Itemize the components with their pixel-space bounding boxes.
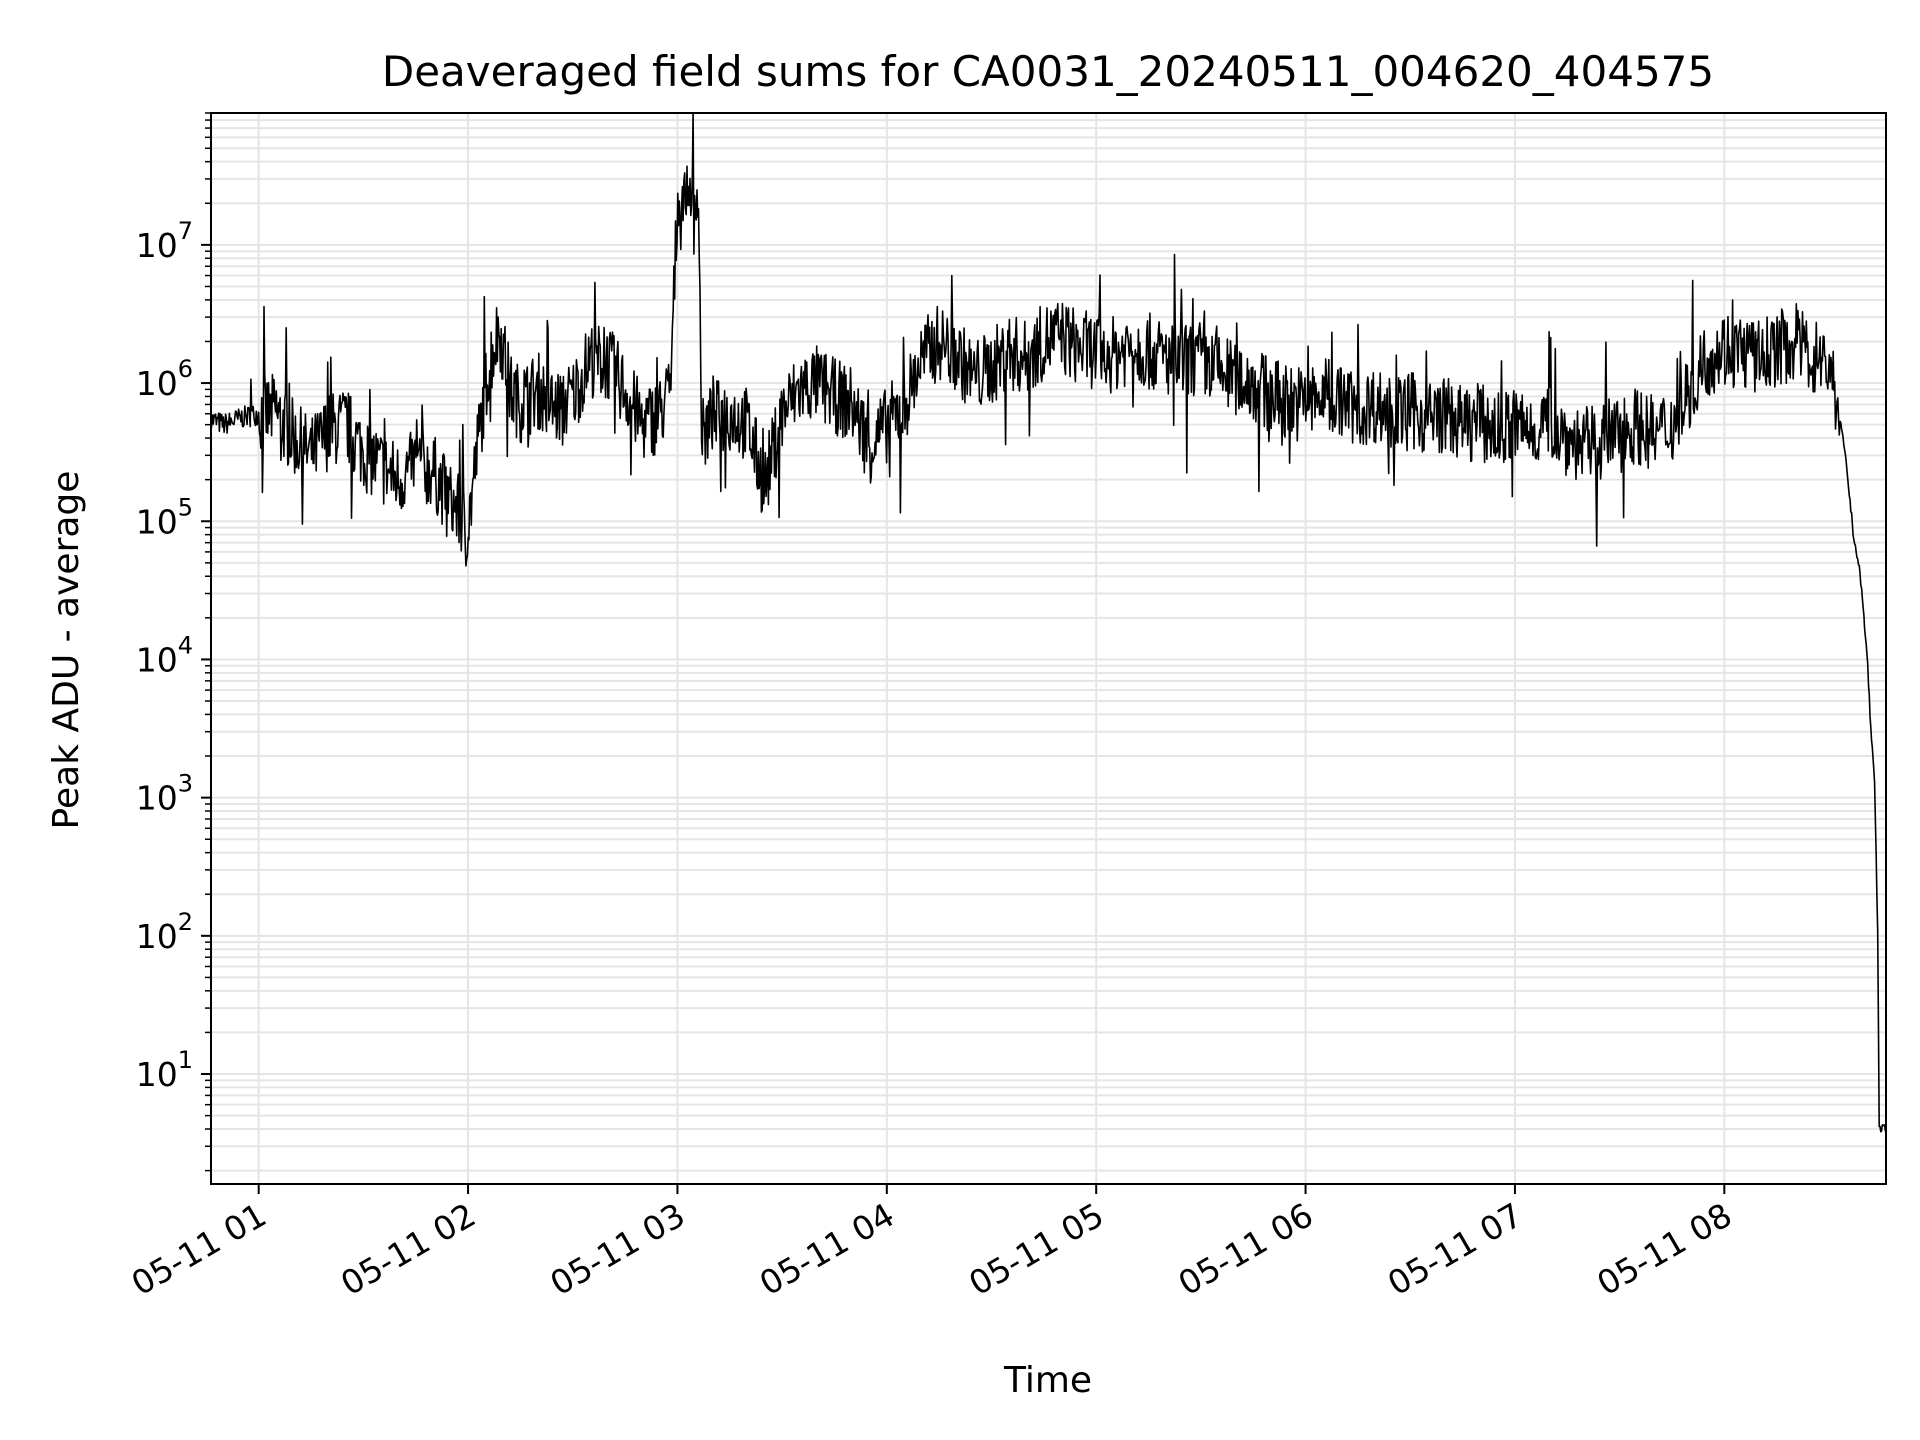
y-tick-label: 103	[136, 770, 193, 818]
y-tick-label: 101	[136, 1046, 193, 1094]
y-axis-label: Peak ADU - average	[46, 471, 87, 830]
y-tick-label: 107	[136, 217, 193, 265]
plot-frame	[210, 112, 1887, 1185]
y-tick-label: 105	[136, 493, 193, 541]
y-tick-label: 104	[136, 631, 193, 679]
y-tick-label: 106	[136, 355, 193, 403]
grid	[211, 112, 1886, 1184]
series-layer	[210, 112, 1887, 1133]
chart-title: Deaveraged field sums for CA0031_2024051…	[382, 47, 1714, 96]
x-axis-label: Time	[1003, 1360, 1092, 1401]
y-tick-label: 102	[136, 908, 193, 956]
series-line	[210, 112, 1887, 1133]
